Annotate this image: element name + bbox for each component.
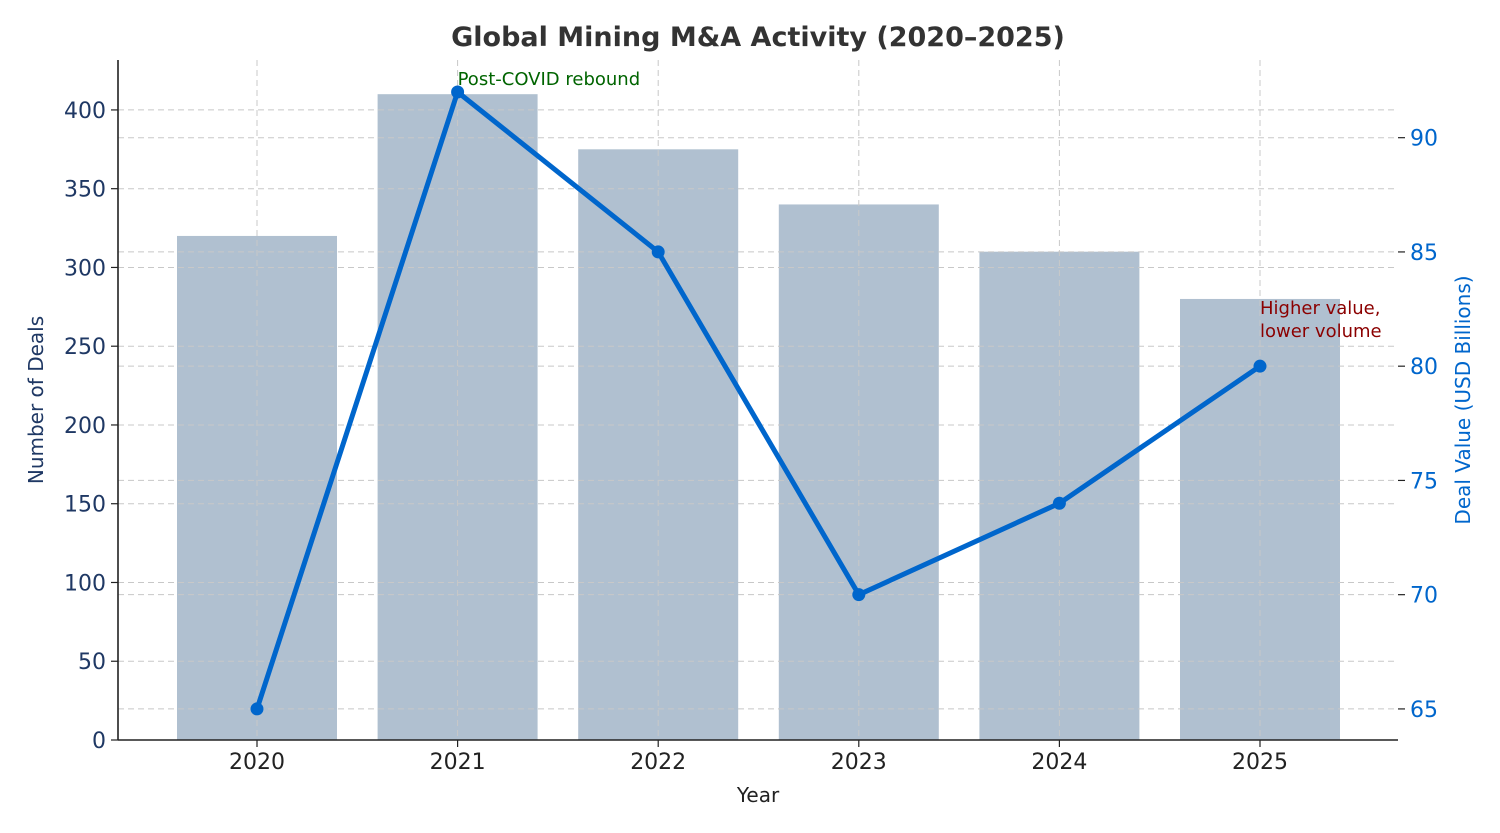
x-axis-label: Year [736,783,780,807]
y-tick-label-left: 300 [64,256,106,281]
y-tick-label-left: 200 [64,414,106,439]
deal-value-point-2021 [451,85,465,99]
y-tick-label-right: 85 [1410,241,1438,266]
deal-value-point-2025 [1253,359,1267,373]
chart-title: Global Mining M&A Activity (2020–2025) [451,22,1065,53]
x-tick-label: 2023 [831,750,887,775]
x-tick-label: 2021 [430,750,486,775]
x-tick-label: 2024 [1031,750,1087,775]
annotation-higher-value: lower volume [1260,321,1382,342]
deal-value-point-2020 [250,702,264,716]
deal-value-point-2023 [852,588,866,602]
y-tick-label-left: 250 [64,335,106,360]
y-axis-label-right: Deal Value (USD Billions) [1451,275,1475,524]
y-tick-label-left: 150 [64,493,106,518]
deal-value-point-2024 [1052,496,1066,510]
y-tick-label-right: 80 [1410,355,1438,380]
annotation-higher-value: Higher value, [1260,298,1380,319]
y-axis-label-left: Number of Deals [24,316,48,484]
y-tick-label-left: 50 [78,650,106,675]
y-tick-label-left: 0 [92,729,106,754]
y-tick-label-left: 400 [64,99,106,124]
y-tick-label-right: 65 [1410,698,1438,723]
deal-value-line [254,89,1262,710]
annotation-post-covid: Post-COVID rebound [458,69,641,90]
x-tick-label: 2022 [630,750,686,775]
y-tick-label-left: 350 [64,178,106,203]
y-tick-label-right: 90 [1410,127,1438,152]
y-tick-label-right: 70 [1410,584,1438,609]
deal-value-point-2022 [651,245,665,259]
x-tick-label: 2020 [229,750,285,775]
y-tick-label-right: 75 [1410,469,1438,494]
x-tick-label: 2025 [1232,750,1288,775]
y-tick-label-left: 100 [64,571,106,596]
